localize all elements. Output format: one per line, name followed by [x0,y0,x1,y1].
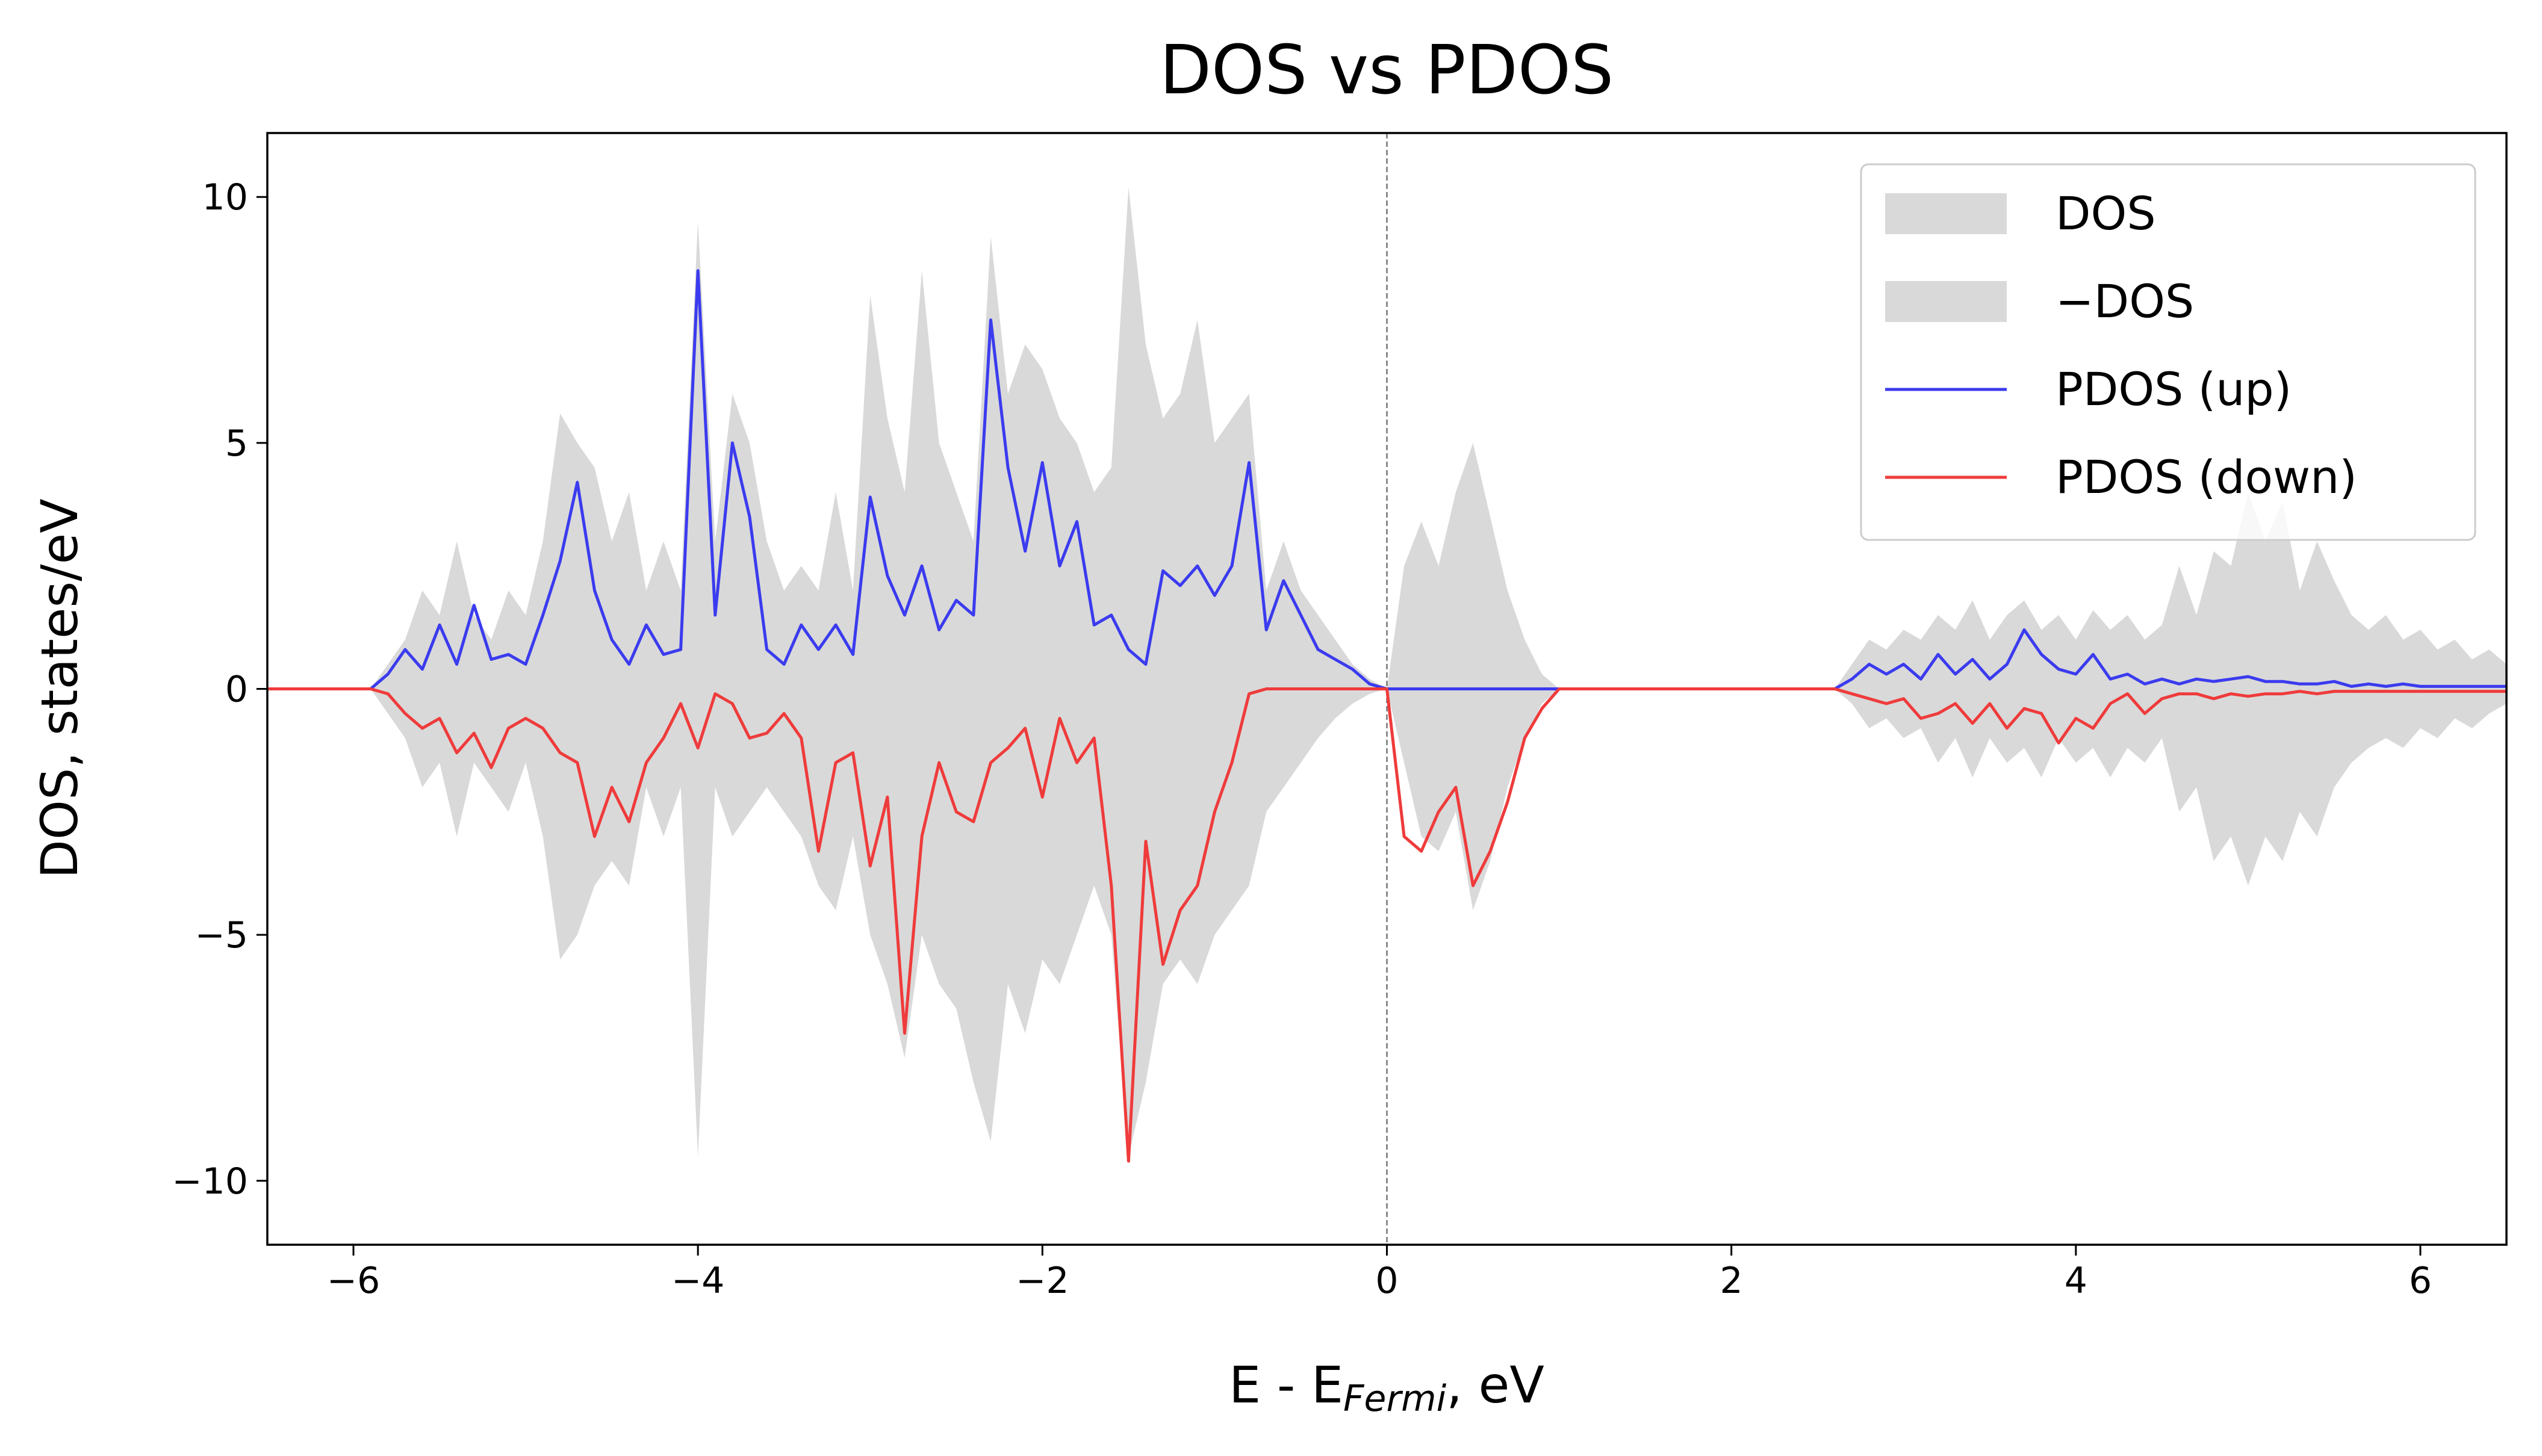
legend-box [1860,163,2476,541]
x-tick-label: 4 [2065,1260,2087,1302]
y-tick-label: 10 [202,176,248,218]
x-tick-label: 0 [1375,1260,1398,1302]
x-tick-label: 6 [2409,1260,2432,1302]
legend-label: PDOS (up) [2056,362,2292,416]
y-tick-label: 0 [225,669,248,711]
legend-swatch [1885,193,2007,234]
x-axis-label-main: E - E [1229,1355,1343,1414]
x-tick-label: −6 [327,1260,380,1302]
legend-label: PDOS (down) [2056,450,2357,504]
legend-swatch [1885,281,2007,322]
pdos-line [267,687,2506,1163]
y-axis-label: DOS, states/eV [30,498,89,879]
legend-label: −DOS [2056,274,2194,328]
x-tick-label: −2 [1016,1260,1069,1302]
plot-area [267,133,2506,1245]
y-tick-label: 5 [225,423,248,465]
y-tick-label: −10 [172,1160,248,1203]
dos-area [267,187,2506,689]
x-tick-label: −4 [671,1260,724,1302]
y-tick-label: −5 [195,914,248,956]
x-axis-label: E - EFermi, eV [1229,1355,1544,1420]
legend-label: DOS [2056,187,2156,240]
x-axis-label-tail: , eV [1446,1355,1544,1414]
x-tick-label: 2 [1720,1260,1743,1302]
chart-title: DOS vs PDOS [1160,31,1614,110]
x-axis-label-sub: Fermi [1343,1378,1447,1420]
